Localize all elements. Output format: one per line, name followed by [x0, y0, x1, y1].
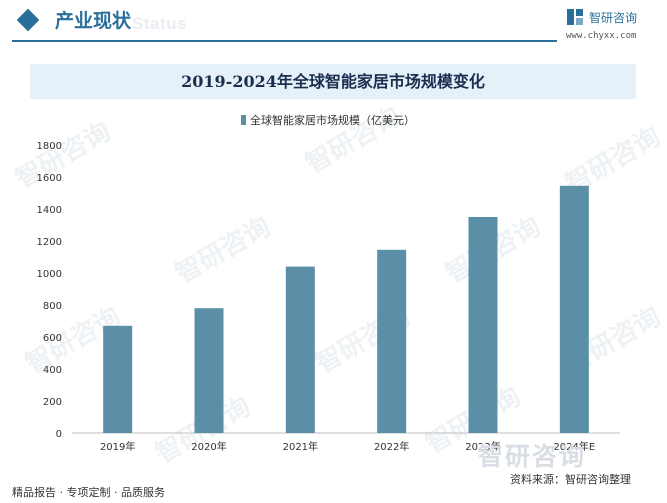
header-divider [12, 40, 557, 42]
chart-title-band: 2019-2024年全球智能家居市场规模变化 [30, 64, 636, 99]
brand-url[interactable]: www.chyxx.com [566, 31, 637, 41]
x-tick-label: 2021年 [283, 440, 318, 453]
footer-brand-mark: 智研咨询 [478, 442, 587, 471]
y-tick-label: 600 [43, 333, 62, 344]
bar [559, 185, 589, 433]
y-tick-label: 1600 [37, 173, 62, 184]
bar [285, 266, 315, 433]
bar [377, 249, 407, 433]
legend-label: 全球智能家居市场规模（亿美元） [250, 113, 415, 127]
y-tick-label: 1400 [37, 205, 62, 216]
y-tick-label: 800 [43, 301, 62, 312]
brand-logo-icon [567, 9, 583, 25]
x-tick-label: 2024年E [553, 440, 595, 453]
chart-title: 2019-2024年全球智能家居市场规模变化 [181, 72, 485, 91]
legend-swatch [241, 115, 246, 125]
x-tick-label: 2023年 [465, 440, 500, 453]
section-title: 产业现状 [55, 10, 132, 32]
section-header: Status 产业现状 智研咨询 www.chyxx.com [0, 0, 667, 44]
footer-tagline: 精品报告 · 专项定制 · 品质服务 [12, 486, 165, 499]
bar [194, 308, 224, 433]
y-tick-label: 200 [43, 397, 62, 408]
y-tick-label: 1800 [37, 141, 62, 152]
y-tick-label: 0 [56, 429, 62, 440]
x-tick-label: 2022年 [374, 440, 409, 453]
data-source: 资料来源：智研咨询整理 [510, 473, 631, 486]
header-watermark: Status [132, 14, 187, 33]
brand-name: 智研咨询 [589, 11, 638, 25]
bar [468, 217, 498, 433]
bar [103, 325, 133, 433]
y-tick-label: 400 [43, 365, 62, 376]
x-tick-label: 2020年 [191, 440, 226, 453]
y-tick-label: 1000 [37, 269, 62, 280]
x-tick-label: 2019年 [100, 440, 135, 453]
y-tick-label: 1200 [37, 237, 62, 248]
